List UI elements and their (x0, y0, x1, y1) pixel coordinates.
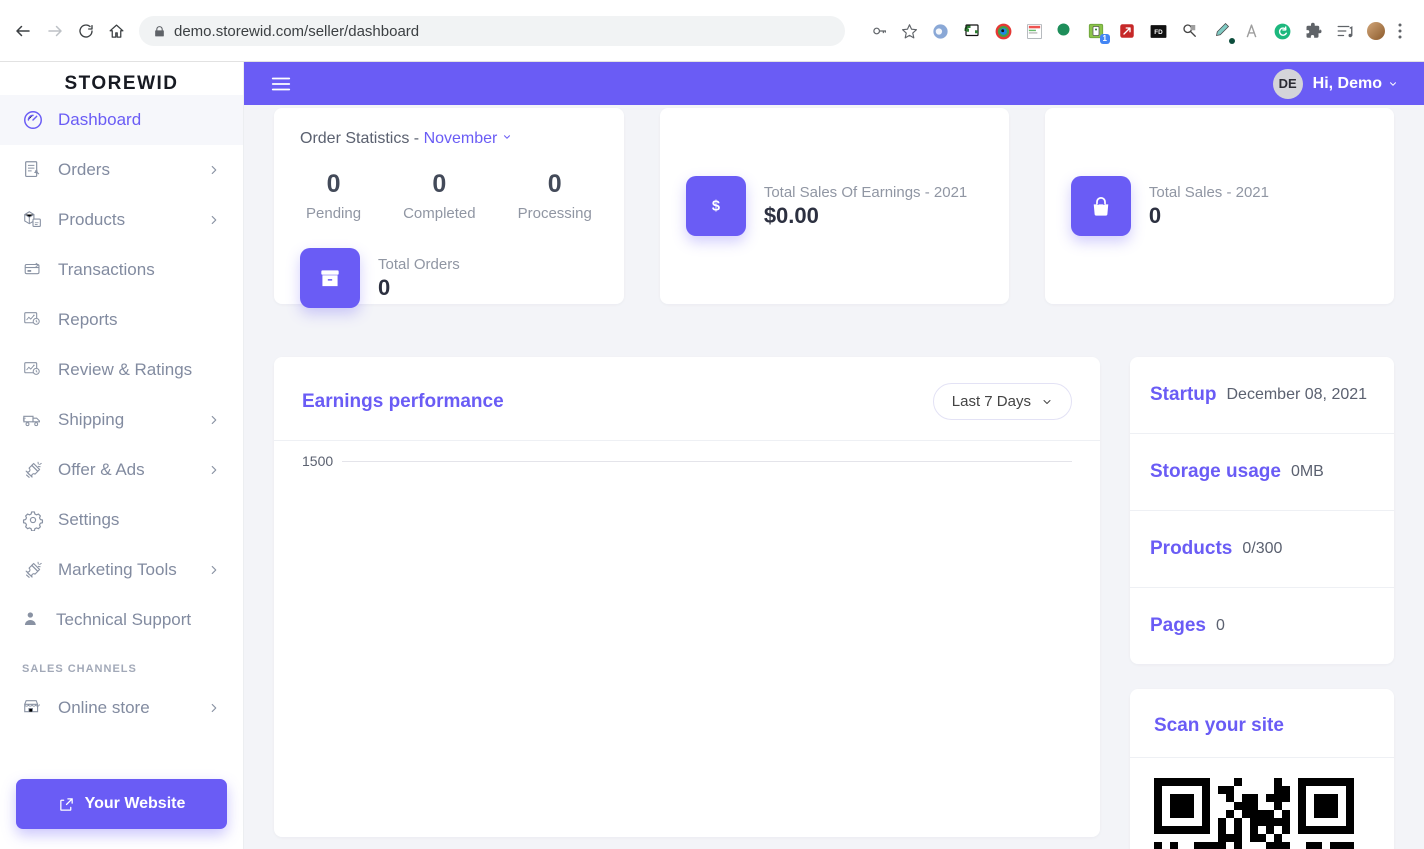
svg-text:FD: FD (1154, 28, 1163, 35)
svg-text:$: $ (712, 199, 720, 215)
